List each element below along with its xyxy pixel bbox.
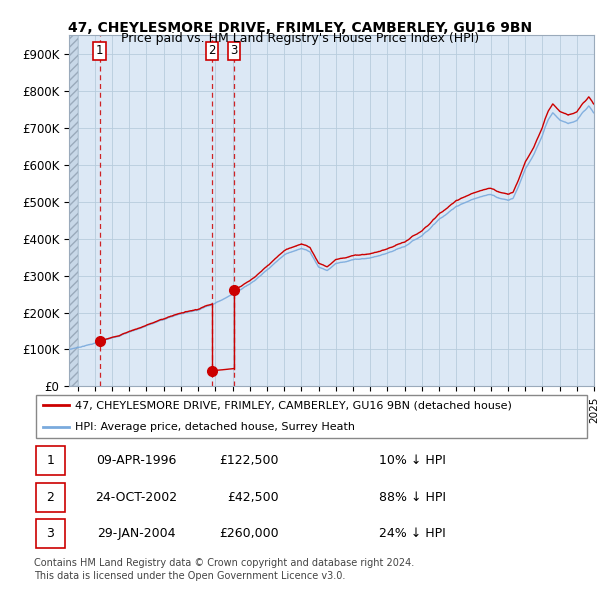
Text: 29-JAN-2004: 29-JAN-2004	[97, 527, 175, 540]
FancyBboxPatch shape	[36, 395, 587, 438]
Text: 3: 3	[46, 527, 54, 540]
Text: Price paid vs. HM Land Registry's House Price Index (HPI): Price paid vs. HM Land Registry's House …	[121, 32, 479, 45]
FancyBboxPatch shape	[36, 446, 65, 476]
Text: 47, CHEYLESMORE DRIVE, FRIMLEY, CAMBERLEY, GU16 9BN (detached house): 47, CHEYLESMORE DRIVE, FRIMLEY, CAMBERLE…	[75, 400, 512, 410]
Text: 47, CHEYLESMORE DRIVE, FRIMLEY, CAMBERLEY, GU16 9BN: 47, CHEYLESMORE DRIVE, FRIMLEY, CAMBERLE…	[68, 21, 532, 35]
Text: HPI: Average price, detached house, Surrey Heath: HPI: Average price, detached house, Surr…	[75, 422, 355, 432]
Text: This data is licensed under the Open Government Licence v3.0.: This data is licensed under the Open Gov…	[34, 571, 346, 581]
Text: Contains HM Land Registry data © Crown copyright and database right 2024.: Contains HM Land Registry data © Crown c…	[34, 558, 415, 568]
Text: 1: 1	[96, 44, 103, 57]
Text: 2: 2	[208, 44, 216, 57]
Text: 24-OCT-2002: 24-OCT-2002	[95, 490, 177, 504]
Text: 10% ↓ HPI: 10% ↓ HPI	[379, 454, 446, 467]
Text: 09-APR-1996: 09-APR-1996	[96, 454, 176, 467]
Text: 1: 1	[46, 454, 54, 467]
FancyBboxPatch shape	[36, 519, 65, 548]
Text: 24% ↓ HPI: 24% ↓ HPI	[379, 527, 446, 540]
Text: £42,500: £42,500	[227, 490, 278, 504]
Text: 3: 3	[230, 44, 238, 57]
FancyBboxPatch shape	[36, 483, 65, 512]
Text: £260,000: £260,000	[219, 527, 278, 540]
Text: 2: 2	[46, 490, 54, 504]
Text: 88% ↓ HPI: 88% ↓ HPI	[379, 490, 446, 504]
Text: £122,500: £122,500	[219, 454, 278, 467]
Bar	[69, 35, 77, 386]
